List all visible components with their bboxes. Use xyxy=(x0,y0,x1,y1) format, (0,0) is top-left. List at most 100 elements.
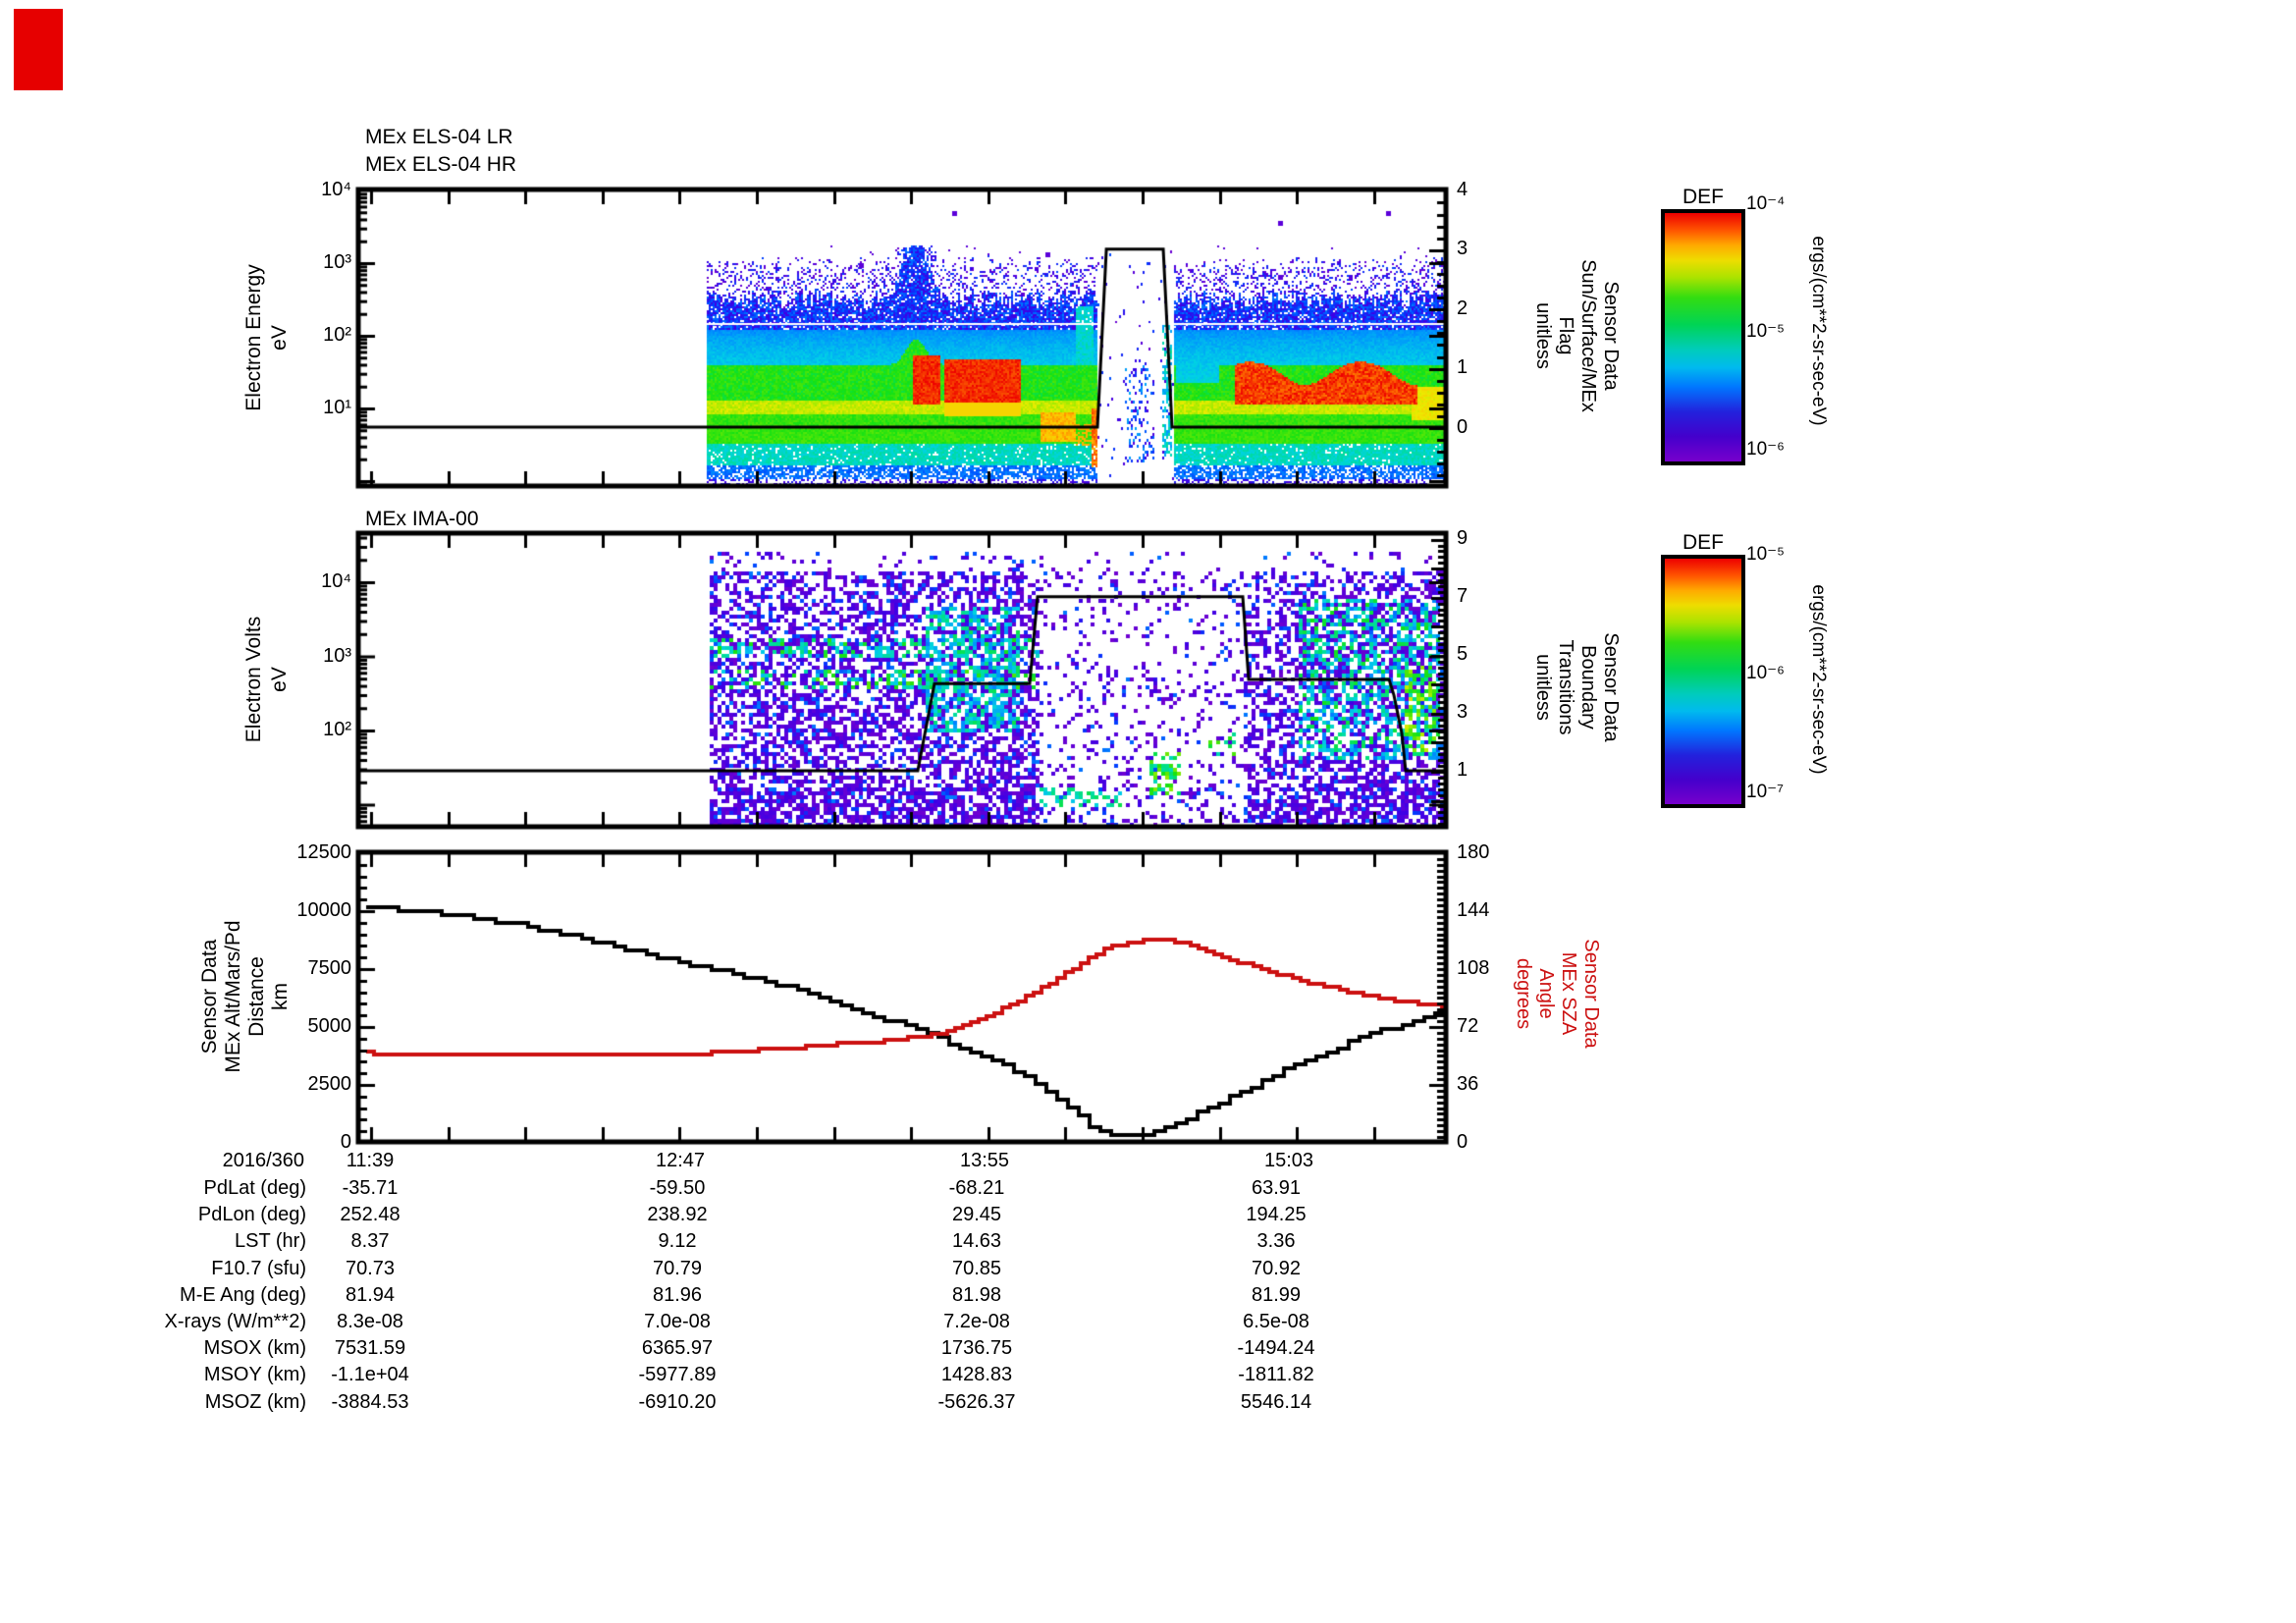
x-tick-label: 11:39 xyxy=(346,1150,395,1171)
colorbar-els-tick-label: 10⁻⁶ xyxy=(1746,439,1785,460)
colorbar-ima xyxy=(1661,555,1745,808)
table-cell: -1.1e+04 xyxy=(331,1364,409,1386)
traj-y-tick-label: 10000 xyxy=(296,899,351,921)
colorbar-els xyxy=(1661,209,1745,465)
ima-right-tick-label: 3 xyxy=(1457,701,1468,724)
colorbar-els-tick-label: 10⁻⁵ xyxy=(1746,321,1786,342)
table-cell: 70.79 xyxy=(652,1257,703,1279)
colorbar-els-tick-label: 10⁻⁴ xyxy=(1746,193,1786,214)
red-marker xyxy=(14,9,63,90)
table-cell: 14.63 xyxy=(951,1230,1002,1253)
table-cell: 29.45 xyxy=(951,1204,1002,1226)
traj-y-axis-title-text: Sensor Data MEx Alt/Mars/Pd Distance km xyxy=(198,920,292,1073)
x-tick-label: 12:47 xyxy=(655,1150,706,1171)
table-cell: -35.71 xyxy=(342,1177,399,1199)
colorbar-ima-tick-label: 10⁻⁶ xyxy=(1746,663,1785,683)
table-row-label: MSOY (km) xyxy=(203,1364,306,1386)
table-cell: 1736.75 xyxy=(940,1337,1013,1360)
traj-y-tick-label: 0 xyxy=(340,1131,351,1153)
table-cell: -5977.89 xyxy=(638,1364,717,1386)
table-cell: 81.99 xyxy=(1251,1283,1302,1306)
els-right-tick-label: 1 xyxy=(1457,356,1468,379)
traj-right-tick-label: 36 xyxy=(1457,1073,1479,1095)
table-row-label: LST (hr) xyxy=(235,1230,306,1253)
table-cell: 70.92 xyxy=(1251,1257,1302,1279)
table-cell: 238.92 xyxy=(647,1204,708,1226)
traj-right-tick-label: 108 xyxy=(1457,957,1490,979)
traj-right-axis-title-text: Sensor Data MEx SZA Angle degrees xyxy=(1513,939,1602,1049)
colorbar-ima-units-text: ergs/(cm**2-sr-sec-eV) xyxy=(1808,584,1829,775)
ima-right-tick-label: 7 xyxy=(1457,585,1468,608)
els-right-axis-title-text: Sensor Data Sun/Surface/MEx Flag unitles… xyxy=(1532,259,1622,412)
colorbar-ima-tick-label: 10⁻⁷ xyxy=(1746,782,1785,802)
colorbar-ima-tick-label: 10⁻⁵ xyxy=(1746,544,1786,565)
traj-y-tick-label: 5000 xyxy=(307,1015,352,1037)
table-row-label: MSOZ (km) xyxy=(204,1390,306,1413)
traj-right-tick-label: 72 xyxy=(1457,1015,1479,1037)
table-row-label: PdLat (deg) xyxy=(203,1177,306,1199)
table-row-label: F10.7 (sfu) xyxy=(211,1257,306,1279)
colorbar-els-gradient xyxy=(1665,213,1741,461)
table-cell: 6.5e-08 xyxy=(1243,1311,1309,1332)
traj-right-tick-label: 144 xyxy=(1457,899,1490,921)
traj-y-tick-label: 7500 xyxy=(307,957,352,979)
els-y-tick-label: 10⁴ xyxy=(321,179,351,200)
colorbar-ima-title: DEF xyxy=(1682,531,1724,554)
table-cell: -68.21 xyxy=(948,1177,1005,1199)
table-cell: 7.2e-08 xyxy=(943,1311,1010,1332)
table-cell: -5626.37 xyxy=(937,1390,1016,1413)
table-cell: 7531.59 xyxy=(334,1337,406,1360)
table-cell: 3.36 xyxy=(1256,1230,1296,1253)
table-cell: 70.85 xyxy=(951,1257,1002,1279)
els-right-tick-label: 3 xyxy=(1457,238,1468,260)
table-cell: -6910.20 xyxy=(638,1390,717,1413)
els-title-hr: MEx ELS-04 HR xyxy=(365,153,517,176)
els-y-tick-label: 10² xyxy=(323,324,351,346)
table-cell: 8.3e-08 xyxy=(337,1311,403,1332)
ima-right-tick-label: 5 xyxy=(1457,643,1468,666)
colorbar-ima-gradient xyxy=(1665,559,1741,804)
els-y-tick-label: 10¹ xyxy=(323,397,351,418)
ima-title: MEx IMA-00 xyxy=(365,508,479,530)
table-row-label: M-E Ang (deg) xyxy=(180,1283,306,1306)
table-cell: 5546.14 xyxy=(1240,1390,1312,1413)
ima-right-tick-label: 1 xyxy=(1457,759,1468,782)
table-cell: 81.96 xyxy=(652,1283,703,1306)
table-cell: -1811.82 xyxy=(1238,1364,1314,1386)
traj-right-tick-label: 180 xyxy=(1457,841,1490,863)
table-cell: 6365.97 xyxy=(641,1337,714,1360)
table-cell: 194.25 xyxy=(1246,1204,1307,1226)
table-row-label: X-rays (W/m**2) xyxy=(164,1311,306,1332)
colorbar-els-units-text: ergs/(cm**2-sr-sec-eV) xyxy=(1808,236,1829,426)
table-cell: 1428.83 xyxy=(940,1364,1013,1386)
table-cell: 7.0e-08 xyxy=(644,1311,711,1332)
table-cell: -59.50 xyxy=(649,1177,706,1199)
ima-y-tick-label: 10² xyxy=(323,719,351,740)
traj-right-tick-label: 0 xyxy=(1457,1131,1468,1153)
els-right-tick-label: 2 xyxy=(1457,297,1468,319)
ima-right-tick-label: 9 xyxy=(1457,527,1468,549)
ima-y-tick-label: 10³ xyxy=(323,645,351,667)
traj-y-tick-label: 12500 xyxy=(296,841,351,863)
els-right-tick-label: 4 xyxy=(1457,179,1468,200)
table-row-label: MSOX (km) xyxy=(203,1337,306,1360)
date-label: 2016/360 xyxy=(222,1150,304,1171)
x-tick-label: 13:55 xyxy=(959,1150,1010,1171)
table-cell: 81.98 xyxy=(951,1283,1002,1306)
table-row-label: PdLon (deg) xyxy=(197,1204,306,1226)
els-right-tick-label: 0 xyxy=(1457,415,1468,438)
table-cell: 8.37 xyxy=(350,1230,390,1253)
ima-y-tick-label: 10⁴ xyxy=(321,570,351,592)
ima-right-axis-title-text: Sensor Data Boundary Transitions unitles… xyxy=(1532,632,1622,742)
table-cell: -3884.53 xyxy=(331,1390,409,1413)
table-cell: 252.48 xyxy=(340,1204,400,1226)
table-cell: 70.73 xyxy=(345,1257,396,1279)
x-tick-label: 15:03 xyxy=(1263,1150,1314,1171)
table-cell: 63.91 xyxy=(1251,1177,1302,1199)
table-cell: 9.12 xyxy=(658,1230,697,1253)
els-title-lr: MEx ELS-04 LR xyxy=(365,126,513,148)
colorbar-els-title: DEF xyxy=(1682,186,1724,208)
traj-y-tick-label: 2500 xyxy=(307,1073,352,1095)
